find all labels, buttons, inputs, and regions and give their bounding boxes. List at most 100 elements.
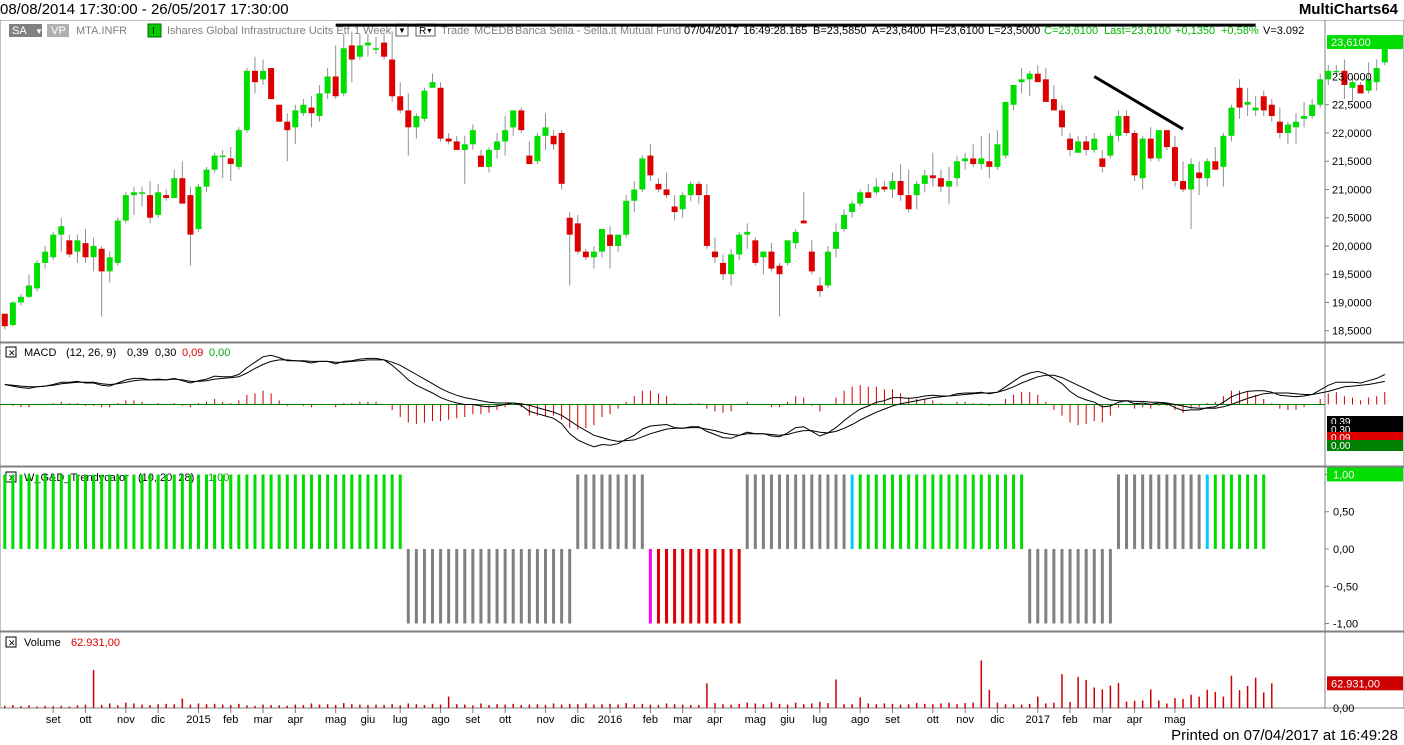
candle-body (590, 251, 597, 258)
ask: A=23,6400 (872, 25, 926, 37)
macd-signal-value: 0,30 (155, 347, 176, 359)
candle-body (453, 141, 460, 150)
price-panel[interactable] (0, 19, 1404, 343)
title-bar: 08/08/2014 17:30:00 - 26/05/2017 17:30:0… (0, 0, 1404, 20)
candle-body (98, 248, 105, 272)
macd-signal-line (4, 359, 1385, 442)
sa-dropdown-icon[interactable]: ▼ (35, 27, 43, 36)
candle-body (82, 243, 89, 258)
candle-body (243, 70, 250, 131)
chart-window[interactable]: SA ▼ VP MTA.INFR I Ishares Global Infras… (0, 19, 1404, 726)
bid: B=23,5850 (813, 25, 867, 37)
candle-body (219, 155, 226, 158)
macd-axis-label: 0,09 (1331, 433, 1351, 444)
candle-body (356, 45, 363, 57)
candle-body (937, 178, 944, 187)
candle-body (542, 127, 549, 136)
chart-canvas[interactable]: SA ▼ VP MTA.INFR I Ishares Global Infras… (0, 19, 1404, 726)
price-tick-label: 18,5000 (1332, 326, 1372, 338)
volume-value-marker (1327, 676, 1403, 691)
price-tick-label: 22,5000 (1332, 100, 1372, 112)
candle-body (744, 231, 751, 235)
price-tick-label: 20,5000 (1332, 213, 1372, 225)
macd-series (0, 354, 1386, 448)
candle-body (1050, 99, 1057, 111)
candle-body (534, 135, 541, 162)
vp-button[interactable] (47, 24, 69, 37)
candle-body (1268, 104, 1275, 117)
indicator-button-label: I (152, 26, 155, 37)
candle-body (66, 240, 73, 255)
trendycator-panel[interactable] (0, 466, 1404, 632)
volume-series (4, 660, 1273, 708)
candle-body (1381, 42, 1388, 63)
candle-body (857, 192, 864, 204)
candle-body (1228, 107, 1235, 136)
candle-body (639, 158, 646, 190)
time-tick-label: giu (780, 714, 795, 726)
sa-button-label: SA (12, 25, 27, 37)
candle-body (1018, 79, 1025, 83)
candle-body (1180, 181, 1187, 190)
candle-body (1188, 164, 1195, 190)
change: +0,1350 (1175, 25, 1215, 37)
candle-body (413, 116, 420, 128)
time-tick-label: mar (673, 714, 692, 726)
time-tick-label: lug (813, 714, 828, 726)
volume-axis: 62.931,00 0,00 (1327, 676, 1403, 715)
candle-body (849, 203, 856, 213)
macd-panel[interactable] (0, 342, 1404, 467)
candle-body (397, 96, 404, 111)
candle-body (881, 186, 888, 190)
app-name: MultiCharts64 (1298, 1, 1398, 18)
time-tick-label: 2015 (186, 714, 210, 726)
candle-body (276, 104, 283, 122)
candle-body (324, 76, 331, 94)
candle-body (1325, 70, 1332, 80)
candle-body (502, 130, 509, 142)
candle-body (26, 285, 33, 297)
indicator-button[interactable] (147, 23, 162, 38)
candle-body (768, 251, 775, 269)
candle-body (986, 161, 993, 167)
candle-body (720, 262, 727, 275)
time-tick-label: feb (643, 714, 658, 726)
candle-body (808, 251, 815, 272)
trendycator-tick-label: 1,00 (1333, 469, 1354, 481)
volume-panel[interactable] (0, 631, 1404, 709)
time-tick-label: giu (361, 714, 376, 726)
trendycator-tick-label: -1,00 (1333, 619, 1358, 631)
candle-body (1317, 79, 1324, 105)
candle-body (90, 245, 97, 258)
candle-body (300, 104, 307, 114)
time-tick-label: ago (851, 714, 869, 726)
candle-body (897, 181, 904, 196)
candle-body (1341, 70, 1348, 85)
candle-body (1026, 73, 1033, 80)
candle-body (687, 183, 694, 196)
price-tick-label: 21,5000 (1332, 156, 1372, 168)
candle-body (647, 155, 654, 176)
price-tick-label: 20,0000 (1332, 241, 1372, 253)
symbol-name: MTA.INFR (76, 25, 127, 37)
sa-button[interactable] (9, 24, 42, 37)
fund-type: Mutual Fund (620, 25, 681, 37)
candle-body (784, 240, 791, 263)
volume-close-glyph: ✕ (8, 638, 16, 648)
volume-close-icon[interactable] (5, 636, 17, 648)
time-tick-label: 2016 (598, 714, 622, 726)
candle-body (1107, 135, 1114, 156)
volume-header: ✕ Volume 62.931,00 (5, 636, 120, 649)
last-price-label: 23,6100 (1331, 37, 1371, 49)
candle-body (1034, 73, 1041, 83)
macd-close-icon[interactable] (5, 346, 17, 358)
quote-date: 07/04/2017 (684, 25, 739, 37)
candle-body (364, 42, 371, 46)
macd-close-glyph: ✕ (8, 348, 16, 358)
price-tick-label: 21,0000 (1332, 184, 1372, 196)
candle-body (921, 175, 928, 184)
print-footer: Printed on 07/04/2017 at 16:49:28 (1171, 727, 1398, 744)
macd-title: MACD (24, 347, 56, 359)
time-tick-label: set (466, 714, 481, 726)
candle-body (1131, 132, 1138, 176)
